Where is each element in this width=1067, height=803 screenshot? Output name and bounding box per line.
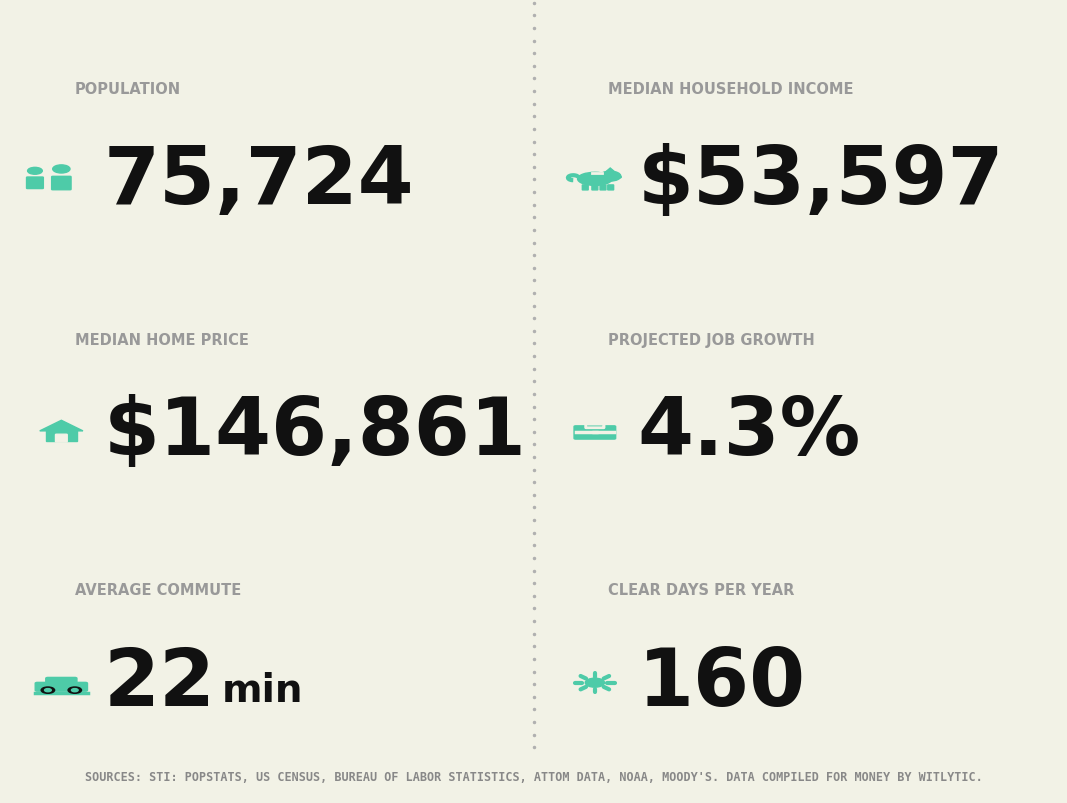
Text: 160: 160 (638, 644, 806, 722)
Circle shape (42, 687, 54, 694)
FancyBboxPatch shape (586, 425, 604, 428)
Polygon shape (605, 169, 615, 173)
Text: PROJECTED JOB GROWTH: PROJECTED JOB GROWTH (608, 332, 815, 348)
Circle shape (52, 165, 70, 173)
Text: MEDIAN HOME PRICE: MEDIAN HOME PRICE (75, 332, 249, 348)
Circle shape (585, 679, 604, 687)
FancyBboxPatch shape (583, 185, 588, 190)
Bar (592, 431, 598, 434)
Text: min: min (222, 671, 303, 709)
Circle shape (68, 687, 81, 694)
FancyBboxPatch shape (600, 185, 606, 190)
FancyBboxPatch shape (35, 683, 87, 691)
Circle shape (28, 168, 43, 175)
FancyBboxPatch shape (55, 434, 67, 442)
FancyBboxPatch shape (608, 185, 614, 190)
Text: $146,861: $146,861 (105, 393, 527, 471)
Circle shape (600, 172, 621, 181)
Circle shape (71, 689, 78, 692)
Text: $53,597: $53,597 (638, 143, 1004, 221)
Text: AVERAGE COMMUTE: AVERAGE COMMUTE (75, 583, 241, 597)
FancyBboxPatch shape (592, 185, 598, 190)
Bar (46, 430, 77, 442)
Polygon shape (39, 421, 83, 431)
FancyBboxPatch shape (574, 426, 616, 439)
Text: CLEAR DAYS PER YEAR: CLEAR DAYS PER YEAR (608, 583, 795, 597)
Text: 22: 22 (105, 644, 216, 722)
Circle shape (45, 689, 51, 692)
FancyBboxPatch shape (27, 177, 44, 190)
FancyBboxPatch shape (51, 177, 71, 190)
Text: POPULATION: POPULATION (75, 82, 180, 97)
Ellipse shape (577, 173, 612, 186)
Ellipse shape (615, 177, 621, 179)
Text: SOURCES: STI: POPSTATS, US CENSUS, BUREAU OF LABOR STATISTICS, ATTOM DATA, NOAA,: SOURCES: STI: POPSTATS, US CENSUS, BUREA… (84, 771, 983, 784)
Text: 75,724: 75,724 (105, 143, 415, 221)
Text: 4.3%: 4.3% (638, 393, 861, 471)
Text: MEDIAN HOUSEHOLD INCOME: MEDIAN HOUSEHOLD INCOME (608, 82, 854, 97)
FancyBboxPatch shape (46, 678, 77, 685)
